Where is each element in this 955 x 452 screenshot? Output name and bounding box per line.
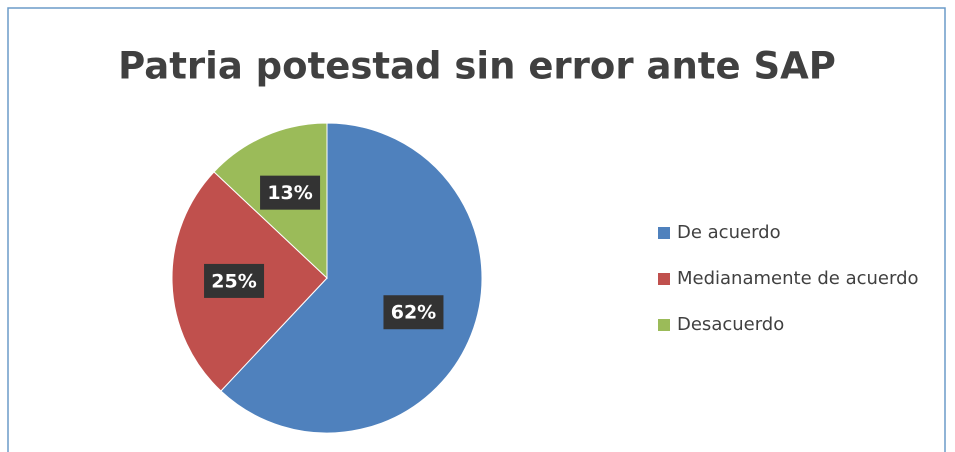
data-label: 25% <box>211 270 256 292</box>
chart-border <box>7 7 946 452</box>
legend-label: Medianamente de acuerdo <box>677 268 919 289</box>
data-label-box <box>204 263 265 298</box>
chart-title: Patria potestad sin error ante SAP <box>118 45 836 88</box>
legend-swatch <box>658 227 670 239</box>
data-label: 62% <box>391 302 436 324</box>
legend-label: De acuerdo <box>677 222 781 243</box>
data-label-box <box>383 295 444 330</box>
pie-slice <box>220 122 483 434</box>
data-label-box <box>260 175 321 210</box>
legend-label: Desacuerdo <box>677 314 784 335</box>
legend-swatch <box>658 319 670 331</box>
legend-swatch <box>658 273 670 285</box>
data-label: 13% <box>267 182 312 204</box>
